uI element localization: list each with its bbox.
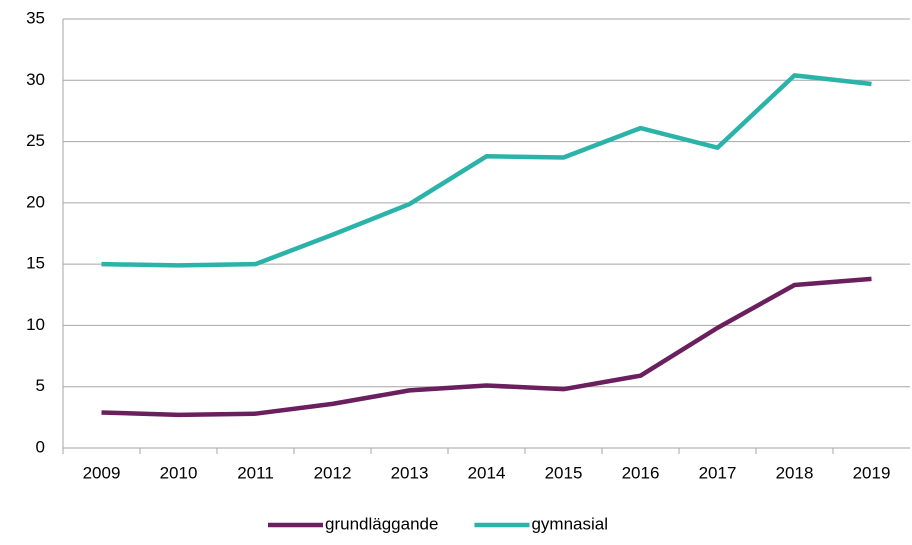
y-tick-label: 0 xyxy=(36,437,45,456)
x-tick-label: 2009 xyxy=(83,463,121,482)
x-tick-label: 2010 xyxy=(160,463,198,482)
x-tick-label: 2018 xyxy=(776,463,814,482)
x-tick-label: 2019 xyxy=(853,463,891,482)
x-tick-label: 2011 xyxy=(237,463,274,482)
line xyxy=(101,73,872,268)
x-tick-label: 2015 xyxy=(545,463,583,482)
y-tick-label: 10 xyxy=(26,315,45,334)
x-tick-label: 2013 xyxy=(391,463,429,482)
x-tick-label: 2012 xyxy=(314,463,352,482)
x-tick-label: 2017 xyxy=(699,463,737,482)
y-tick-label: 15 xyxy=(26,254,45,273)
x-tick-label: 2016 xyxy=(622,463,660,482)
y-tick-label: 20 xyxy=(26,192,45,211)
y-tick-label: 30 xyxy=(26,70,45,89)
y-tick-label: 35 xyxy=(26,8,45,27)
legend-label: gymnasial xyxy=(531,514,608,533)
line xyxy=(101,276,872,418)
y-tick-label: 5 xyxy=(36,376,45,395)
x-tick-label: 2014 xyxy=(468,463,506,482)
y-tick-label: 25 xyxy=(26,131,45,150)
legend-label: grundläggande xyxy=(325,514,438,533)
